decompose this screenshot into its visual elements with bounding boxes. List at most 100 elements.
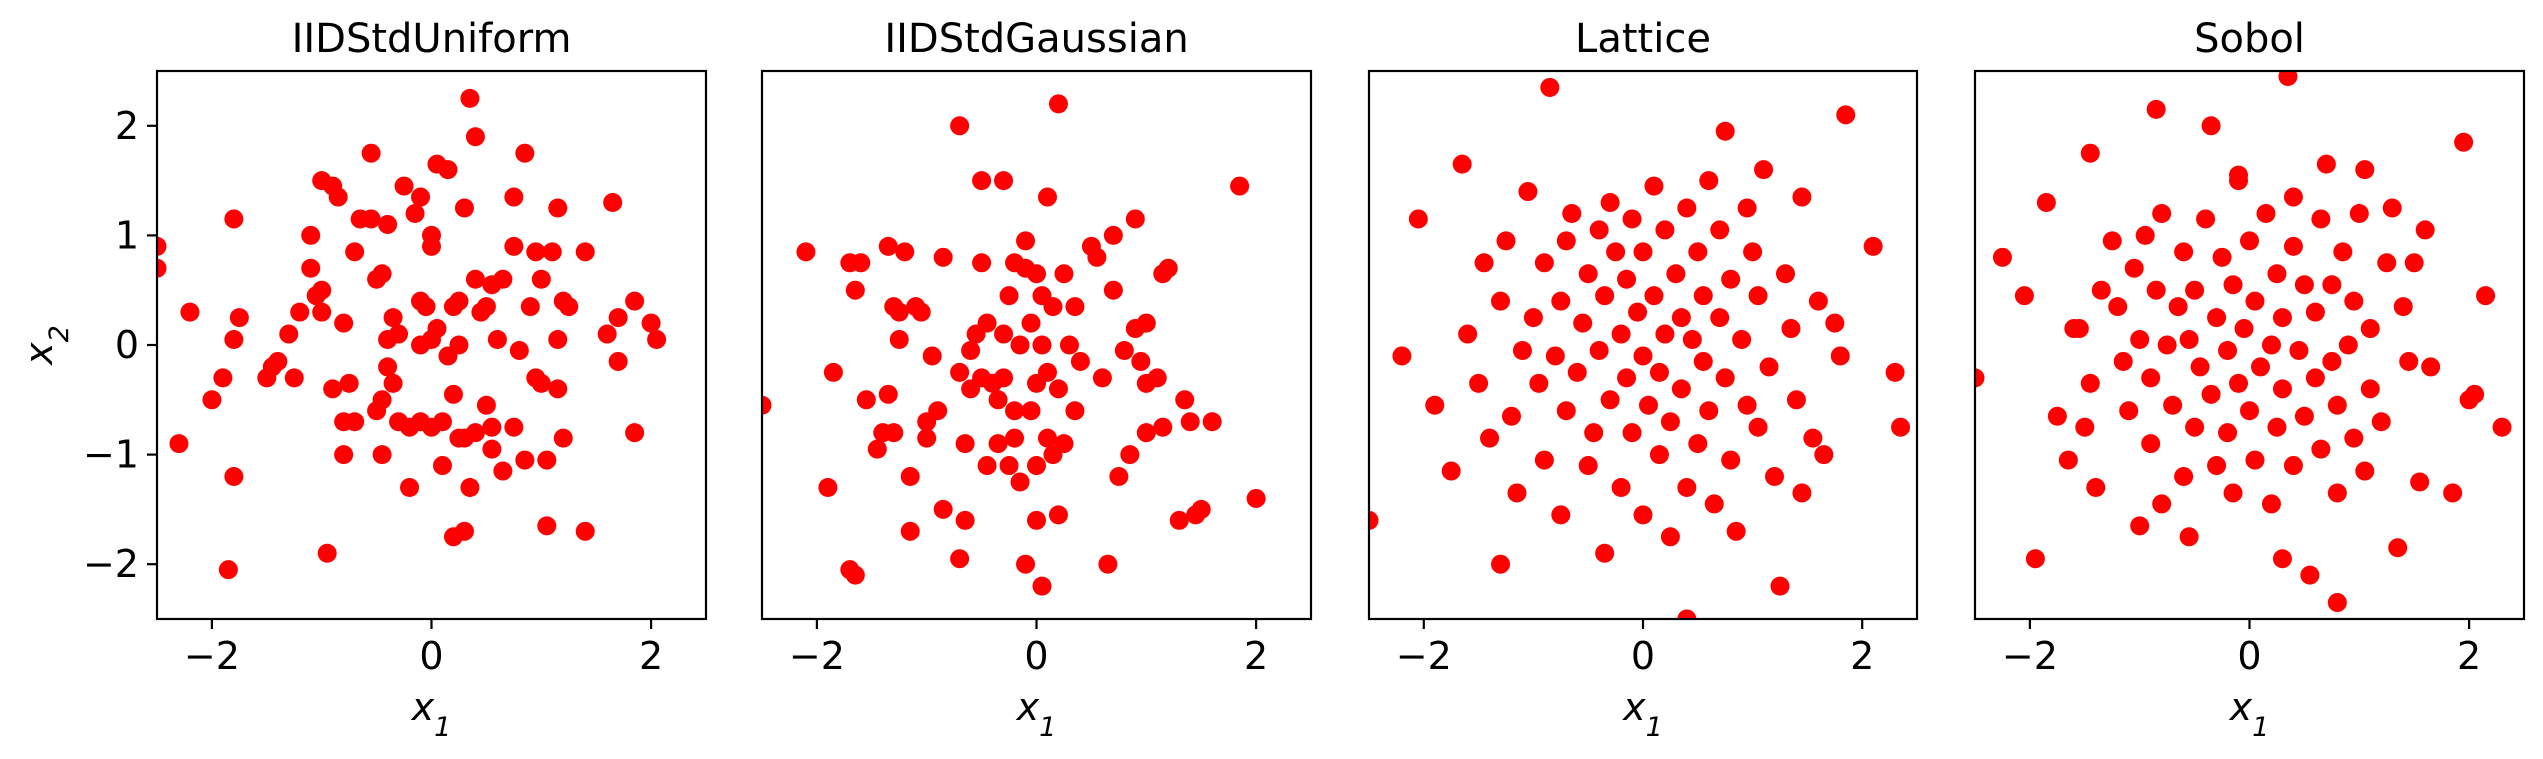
scatter-point	[933, 247, 953, 267]
scatter-point	[2141, 434, 2161, 454]
scatter-point	[1092, 368, 1112, 388]
scatter-point	[1578, 456, 1598, 476]
scatter-point	[1660, 412, 1680, 432]
scatter-point	[1125, 209, 1145, 229]
scatter-point	[537, 450, 557, 470]
scatter-point	[394, 176, 414, 196]
scatter-point	[378, 214, 398, 234]
scatter-point	[383, 373, 403, 393]
scatter-point	[1975, 368, 1985, 388]
scatter-point	[2300, 565, 2320, 585]
scatter-point	[449, 335, 469, 355]
scatter-point	[625, 291, 645, 311]
scatter-point	[999, 286, 1019, 306]
scatter-point	[851, 253, 871, 273]
scatter-point	[884, 423, 904, 443]
scatter-point	[1551, 505, 1571, 525]
scatter-point	[334, 313, 354, 333]
scatter-point	[2283, 456, 2303, 476]
scatter-point	[647, 330, 667, 350]
scatter-point	[2327, 593, 2347, 613]
y-tick-label: −1	[83, 433, 139, 477]
scatter-point	[2091, 280, 2111, 300]
scatter-point	[2130, 516, 2150, 536]
scatter-point	[1534, 450, 1554, 470]
scatter-point	[1556, 231, 1576, 251]
scatter-point	[301, 225, 321, 245]
scatter-point	[526, 242, 546, 262]
scatter-point	[1595, 286, 1615, 306]
scatter-point	[542, 242, 562, 262]
axes-frame	[1367, 69, 1919, 621]
scatter-point	[449, 291, 469, 311]
scatter-point	[2229, 171, 2249, 191]
scatter-point	[2267, 264, 2287, 284]
scatter-point	[1458, 324, 1478, 344]
scatter-point	[1836, 105, 1856, 125]
scatter-point	[1016, 554, 1036, 574]
scatter-point	[2261, 335, 2281, 355]
scatter-point	[2267, 417, 2287, 437]
scatter-point	[2322, 351, 2342, 371]
panel-title: Lattice	[1575, 16, 1711, 62]
scatter-point	[520, 297, 540, 317]
scatter-point	[1131, 351, 1151, 371]
panel-lattice: Lattice −2 0 2 x1	[1367, 16, 1919, 743]
scatter-point	[1671, 379, 1691, 399]
scatter-point	[1863, 236, 1883, 256]
scatter-point	[2476, 286, 2496, 306]
scatter-point	[1732, 330, 1752, 350]
scatter-point	[1611, 477, 1631, 497]
scatter-point	[1606, 242, 1626, 262]
scatter-point	[1633, 242, 1653, 262]
scatter-point	[2272, 308, 2292, 328]
scatter-point	[1147, 368, 1167, 388]
scatter-point	[2080, 143, 2100, 163]
scatter-point	[1715, 121, 1735, 141]
scatter-point	[1644, 176, 1664, 196]
scatter-points	[1369, 77, 1911, 619]
scatter-point	[427, 319, 447, 339]
scatter-point	[895, 242, 915, 262]
scatter-point	[1120, 445, 1140, 465]
scatter-point	[823, 362, 843, 382]
scatter-point	[1408, 209, 1428, 229]
scatter-point	[1617, 269, 1637, 289]
scatter-point	[1737, 198, 1757, 218]
scatter-point	[2338, 335, 2358, 355]
scatter-point	[2245, 450, 2265, 470]
scatter-point	[1010, 472, 1030, 492]
scatter-point	[169, 434, 189, 454]
scatter-point	[1649, 362, 1669, 382]
scatter-point	[845, 280, 865, 300]
scatter-point	[1048, 94, 1068, 114]
scatter-point	[2289, 340, 2309, 360]
x-tick-label: −2	[2002, 634, 2058, 678]
scatter-point	[889, 330, 909, 350]
scatter-point	[443, 384, 463, 404]
scatter-point	[1551, 291, 1571, 311]
scatter-point	[1638, 395, 1658, 415]
scatter-point	[1666, 264, 1686, 284]
scatter-point	[608, 308, 628, 328]
scatter-point	[2223, 483, 2243, 503]
scatter-point	[531, 373, 551, 393]
scatter-point	[1600, 193, 1620, 213]
scatter-point	[845, 565, 865, 585]
scatter-point	[1792, 187, 1812, 207]
scatter-point	[312, 302, 332, 322]
scatter-point	[2250, 357, 2270, 377]
scatter-point	[1037, 428, 1057, 448]
scatter-point	[476, 395, 496, 415]
scatter-point	[1441, 461, 1461, 481]
scatter-point	[1032, 335, 1052, 355]
scatter-point	[476, 297, 496, 317]
scatter-point	[1589, 220, 1609, 240]
scatter-point	[1016, 231, 1036, 251]
scatter-point	[361, 143, 381, 163]
scatter-point	[1748, 286, 1768, 306]
scatter-point	[2185, 280, 2205, 300]
scatter-point	[2415, 220, 2435, 240]
scatter-point	[460, 477, 480, 497]
